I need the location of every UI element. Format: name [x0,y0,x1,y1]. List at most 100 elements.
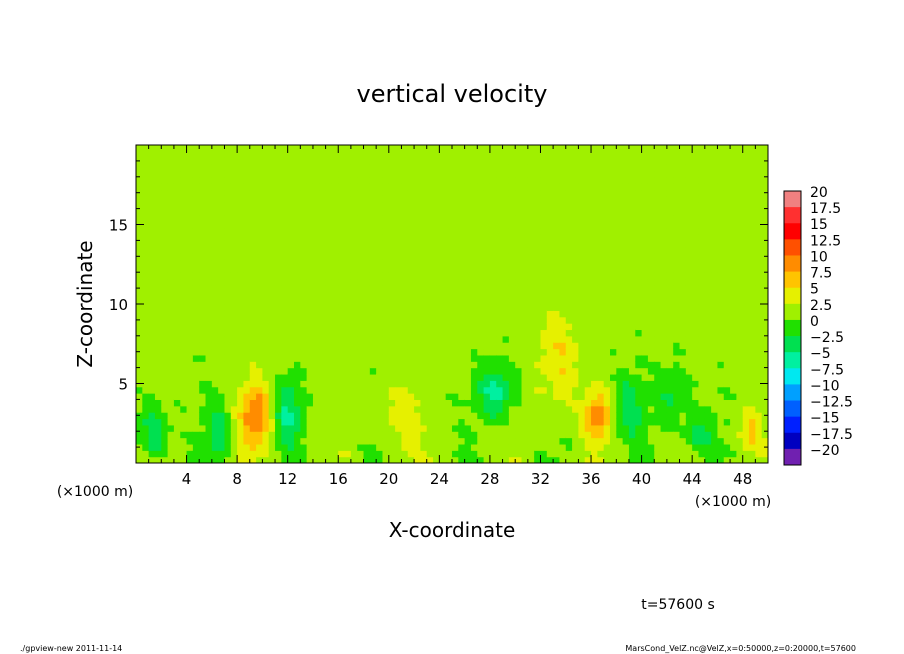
heatmap-cell [515,202,523,210]
heatmap-cell [540,240,548,248]
heatmap-cell [502,246,510,254]
heatmap-cell [249,342,257,350]
heatmap-cell [414,456,421,463]
heatmap-cell [376,399,384,407]
heatmap-cell [489,202,497,210]
heatmap-cell [167,272,175,280]
heatmap-cell [186,145,194,152]
heatmap-cell [357,316,365,324]
heatmap-cell [628,195,636,203]
heatmap-cell [312,259,320,267]
heatmap-cell [294,176,301,184]
heatmap-cell [711,424,719,432]
heatmap-cell [312,380,320,388]
heatmap-cell [685,253,693,261]
heatmap-cell [502,335,510,343]
heatmap-cell [584,227,592,235]
heatmap-cell [433,164,440,172]
heatmap-cell [755,361,763,369]
heatmap-cell [230,393,238,400]
heatmap-cell [161,164,169,172]
heatmap-cell [167,157,175,165]
heatmap-cell [161,450,169,458]
heatmap-cell [300,367,308,375]
heatmap-cell [369,310,377,318]
heatmap-cell [199,373,207,381]
heatmap-cell [704,259,712,267]
heatmap-cell [350,437,358,445]
heatmap-cell [369,304,377,311]
heatmap-cell [704,164,712,172]
heatmap-cell [363,240,371,248]
heatmap-cell [610,164,617,172]
heatmap-cell [186,431,194,439]
heatmap-cell [445,221,453,229]
heatmap-cell [369,145,377,152]
heatmap-cell [211,348,219,356]
heatmap-cell [704,221,712,229]
heatmap-cell [154,234,162,241]
heatmap-cell [433,259,440,267]
heatmap-cell [167,164,175,172]
heatmap-cell [407,259,415,267]
heatmap-cell [363,272,371,280]
heatmap-cell [325,323,333,331]
heatmap-cell [306,183,314,191]
heatmap-cell [546,329,554,337]
heatmap-cell [660,437,668,445]
heatmap-cell [470,221,478,229]
heatmap-cell [698,399,706,407]
heatmap-cell [742,297,750,305]
heatmap-cell [730,424,737,432]
heatmap-cell [382,272,390,280]
heatmap-cell [186,342,194,350]
heatmap-cell [388,424,396,432]
heatmap-cell [401,246,409,254]
heatmap-cell [470,208,478,216]
heatmap-cell [603,323,611,331]
heatmap-cell [420,202,428,210]
heatmap-cell [357,304,365,311]
heatmap-cell [275,361,282,369]
heatmap-cell [407,329,415,337]
heatmap-cell [521,284,529,292]
heatmap-cell [319,284,327,292]
heatmap-cell [395,272,403,280]
heatmap-cell [211,183,219,191]
heatmap-cell [597,386,605,394]
heatmap-cell [540,373,548,381]
heatmap-cell [616,284,624,292]
heatmap-cell [704,437,712,445]
heatmap-cell [186,412,194,420]
heatmap-cell [426,316,434,324]
heatmap-cell [395,412,403,420]
heatmap-cell [211,297,219,305]
heatmap-cell [306,272,314,280]
heatmap-cell [578,297,586,305]
heatmap-cell [534,443,542,451]
heatmap-cell [610,348,617,356]
heatmap-cell [628,437,636,445]
heatmap-cell [679,354,687,362]
heatmap-cell [369,431,377,439]
heatmap-cell [344,361,352,369]
heatmap-cell [496,424,504,432]
heatmap-cell [426,361,434,369]
heatmap-cell [477,253,485,261]
heatmap-cell [616,253,624,261]
heatmap-cell [546,316,554,324]
heatmap-cell [230,405,238,413]
heatmap-cell [470,246,478,254]
heatmap-cell [489,354,497,362]
heatmap-cell [730,361,737,369]
heatmap-cell [628,412,636,420]
heatmap-cell [199,214,207,222]
heatmap-cell [603,278,611,286]
heatmap-cell [439,176,447,184]
heatmap-cell [382,170,390,178]
heatmap-cell [647,164,655,172]
heatmap-cell [192,405,200,413]
heatmap-cell [136,265,143,273]
heatmap-cell [578,393,586,400]
heatmap-cell [692,424,700,432]
